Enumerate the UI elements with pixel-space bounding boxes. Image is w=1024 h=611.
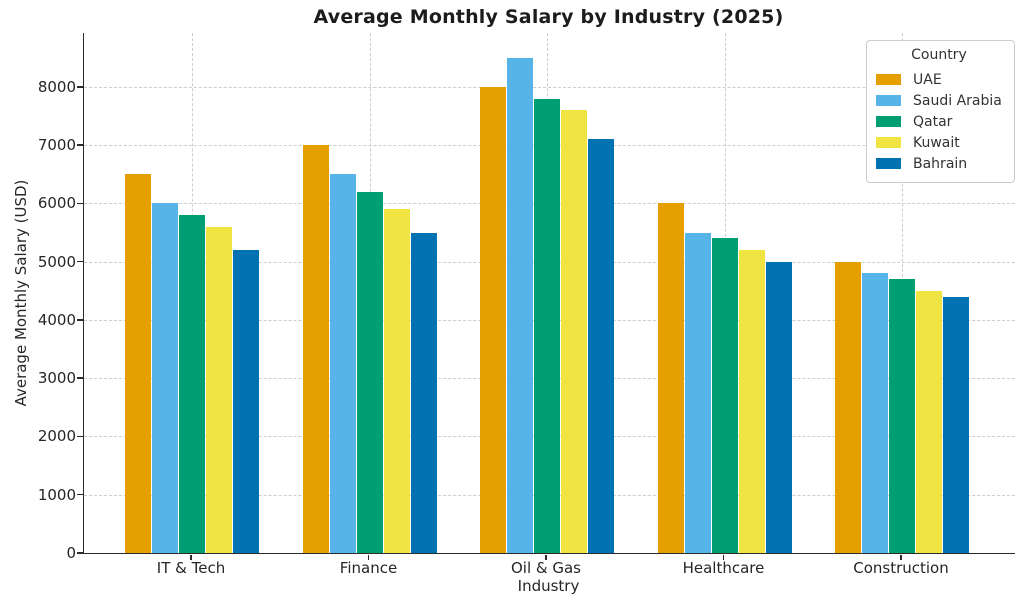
legend-title: Country	[911, 47, 967, 63]
bar-bahrain-healthcare	[765, 261, 792, 553]
bar-qatar-finance	[356, 191, 383, 553]
legend-label: Kuwait	[913, 134, 960, 151]
y-tick-label: 5000	[37, 252, 76, 271]
y-tick-label: 2000	[37, 427, 76, 446]
bar-bahrain-construction	[943, 296, 969, 553]
x-tick-label: Oil & Gas	[510, 559, 581, 577]
x-tick-mark	[190, 555, 192, 560]
x-tick-label: IT & Tech	[156, 559, 226, 577]
y-tick-mark	[77, 493, 83, 496]
legend-swatch-bahrain	[876, 158, 901, 169]
legend-item: Bahrain	[876, 153, 1002, 174]
y-tick-mark	[77, 202, 83, 205]
bar-kuwait-oil-gas	[561, 110, 587, 553]
legend-label: Bahrain	[913, 155, 968, 172]
bar-uae-construction	[835, 261, 861, 553]
legend-swatch-saudi-arabia	[876, 95, 901, 106]
bar-bahrain-it-tech	[233, 250, 259, 553]
y-tick-label: 3000	[37, 369, 76, 388]
bar-saudi-arabia-construction	[862, 273, 888, 553]
bar-bahrain-finance	[410, 232, 437, 553]
bar-uae-oil-gas	[480, 86, 506, 553]
bar-saudi-arabia-it-tech	[152, 203, 178, 553]
chart-title: Average Monthly Salary by Industry (2025…	[313, 6, 784, 28]
y-tick-label: 8000	[37, 77, 76, 96]
x-tick-label: Finance	[339, 559, 398, 577]
bar-qatar-it-tech	[179, 215, 205, 553]
y-tick-mark	[77, 86, 83, 88]
legend-swatch-kuwait	[876, 137, 901, 148]
legend-item: Qatar	[876, 111, 1002, 132]
y-tick-mark	[77, 377, 83, 379]
bar-saudi-arabia-healthcare	[684, 232, 711, 553]
legend-label: UAE	[913, 71, 942, 88]
y-tick-label: 6000	[37, 194, 76, 213]
y-tick-mark	[77, 319, 83, 321]
plot-area	[83, 33, 1015, 554]
x-tick-mark	[900, 555, 902, 560]
legend-swatch-qatar	[876, 116, 901, 127]
h-gridline	[84, 86, 1015, 88]
x-axis-label: Industry	[517, 577, 580, 595]
bar-kuwait-healthcare	[738, 250, 765, 553]
y-tick-label: 1000	[37, 485, 76, 504]
bar-uae-it-tech	[125, 174, 151, 553]
bar-bahrain-oil-gas	[588, 139, 614, 553]
x-tick-mark	[545, 555, 547, 560]
y-tick-mark	[77, 144, 83, 146]
legend-label: Qatar	[913, 113, 953, 130]
y-tick-label: 4000	[37, 310, 76, 329]
bar-qatar-construction	[889, 279, 915, 553]
bar-kuwait-finance	[383, 209, 410, 553]
legend-item: Kuwait	[876, 132, 1002, 153]
y-tick-mark	[77, 435, 83, 438]
y-tick-label: 0	[66, 544, 76, 562]
y-tick-label: 7000	[37, 136, 76, 155]
x-tick-mark	[722, 555, 725, 560]
bar-uae-healthcare	[657, 203, 684, 553]
legend-item: Saudi Arabia	[876, 90, 1002, 111]
bar-saudi-arabia-finance	[329, 174, 356, 553]
bar-saudi-arabia-oil-gas	[507, 57, 533, 553]
legend-item: UAE	[876, 69, 1002, 90]
y-tick-mark	[77, 552, 83, 554]
bar-uae-finance	[302, 145, 329, 553]
y-tick-mark	[77, 260, 83, 263]
legend-swatch-uae	[876, 74, 901, 85]
bar-qatar-oil-gas	[534, 98, 560, 553]
legend: Country UAE Saudi Arabia Qatar Kuwait Bahrai…	[866, 40, 1015, 183]
x-tick-mark	[367, 555, 370, 560]
legend-label: Saudi Arabia	[913, 92, 1002, 109]
bar-qatar-healthcare	[711, 238, 738, 553]
bar-kuwait-it-tech	[206, 226, 232, 553]
x-tick-label: Healthcare	[682, 559, 765, 577]
bar-kuwait-construction	[916, 290, 942, 553]
x-tick-label: Construction	[853, 559, 949, 577]
